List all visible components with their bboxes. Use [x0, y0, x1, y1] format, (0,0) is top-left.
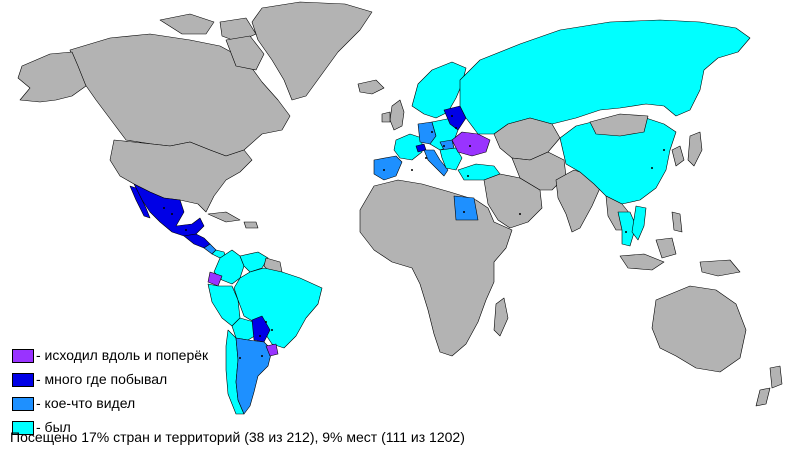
visit-summary: Посещено 17% стран и территорий (38 из 2…	[10, 429, 465, 445]
legend: - исходил вдоль и поперёк - много где по…	[12, 346, 312, 442]
place-marker	[651, 167, 653, 169]
place-marker	[469, 145, 471, 147]
region-borneo	[655, 237, 677, 259]
place-marker	[463, 211, 465, 213]
place-marker	[171, 213, 173, 215]
place-marker	[185, 229, 187, 231]
legend-label-crossed: - исходил вдоль и поперёк	[36, 347, 209, 363]
region-spain	[373, 155, 403, 181]
region-cuba	[207, 211, 241, 223]
region-baja	[129, 185, 151, 219]
legend-swatch-many	[12, 373, 34, 387]
region-mongolia	[589, 113, 649, 137]
region-philippines	[671, 211, 683, 233]
legend-label-some: - кое-что видел	[36, 395, 136, 411]
region-thailand	[617, 211, 637, 247]
legend-item-visited: - был	[12, 418, 312, 442]
legend-swatch-some	[12, 397, 34, 411]
place-marker	[259, 335, 261, 337]
place-marker	[467, 175, 469, 177]
region-vietnam	[631, 205, 647, 241]
region-mexico	[133, 183, 205, 237]
region-japan	[687, 131, 703, 167]
region-ukraine	[451, 131, 491, 157]
legend-label-visited: - был	[36, 419, 71, 435]
region-hispaniola	[243, 221, 259, 229]
region-venezuela	[239, 251, 269, 273]
place-marker	[443, 145, 445, 147]
region-egypt	[453, 195, 479, 221]
region-arctic-islands	[159, 13, 215, 35]
region-new-zealand-south	[755, 387, 771, 407]
place-marker	[519, 213, 521, 215]
region-greenland	[251, 1, 373, 101]
place-marker	[239, 357, 241, 359]
place-marker	[425, 157, 427, 159]
place-marker	[261, 355, 263, 357]
region-ireland	[381, 111, 391, 123]
region-australia	[651, 285, 747, 373]
legend-item-some: - кое-что видел	[12, 394, 312, 418]
region-france	[393, 133, 423, 161]
region-indonesia	[619, 253, 665, 271]
region-middle-east	[483, 173, 543, 229]
region-iceland	[357, 79, 385, 95]
region-uruguay	[265, 343, 279, 357]
place-marker	[431, 131, 433, 133]
region-italy	[423, 149, 449, 177]
region-central-asia	[493, 117, 561, 161]
place-marker	[265, 321, 267, 323]
place-marker	[625, 231, 627, 233]
region-madagascar	[493, 297, 509, 337]
place-marker	[411, 169, 413, 171]
region-new-guinea	[699, 259, 741, 277]
place-marker	[455, 127, 457, 129]
region-baffin	[225, 35, 265, 71]
region-alaska	[17, 51, 87, 103]
legend-item-crossed: - исходил вдоль и поперёк	[12, 346, 312, 370]
region-new-zealand	[769, 365, 783, 389]
region-brazil	[233, 267, 323, 349]
place-marker	[163, 207, 165, 209]
region-argentina	[235, 337, 273, 415]
place-marker	[663, 149, 665, 151]
legend-label-many: - много где побывал	[36, 371, 168, 387]
legend-swatch-visited	[12, 421, 34, 435]
region-africa	[359, 179, 513, 357]
region-belarus	[443, 105, 467, 131]
place-marker	[383, 169, 385, 171]
place-marker	[451, 115, 453, 117]
legend-swatch-crossed	[12, 349, 34, 363]
place-marker	[271, 329, 273, 331]
region-korea	[671, 145, 685, 167]
legend-item-many: - много где побывал	[12, 370, 312, 394]
